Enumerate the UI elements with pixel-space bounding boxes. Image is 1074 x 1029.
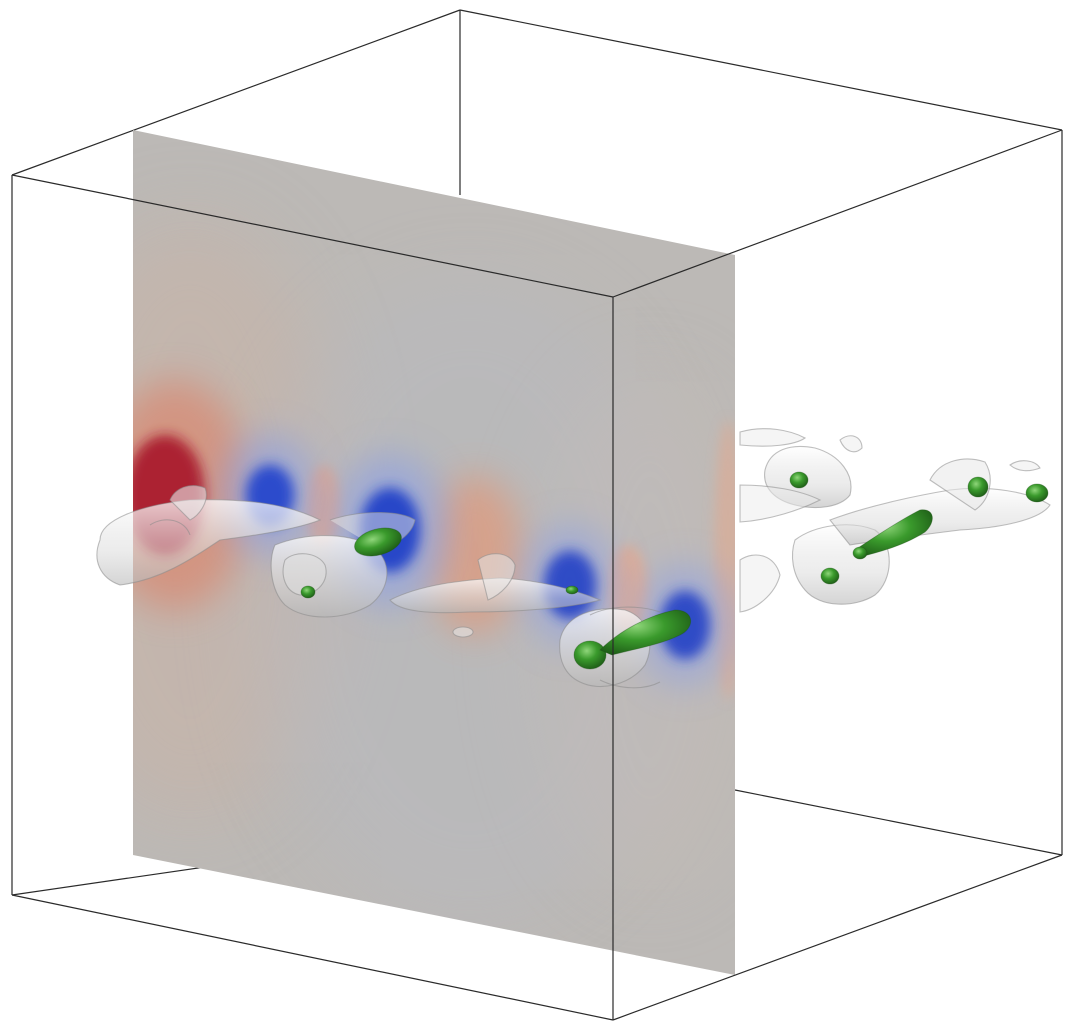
bounding-box-front-edges [11,129,1063,1021]
inner-vortex-cores [300,471,1049,670]
